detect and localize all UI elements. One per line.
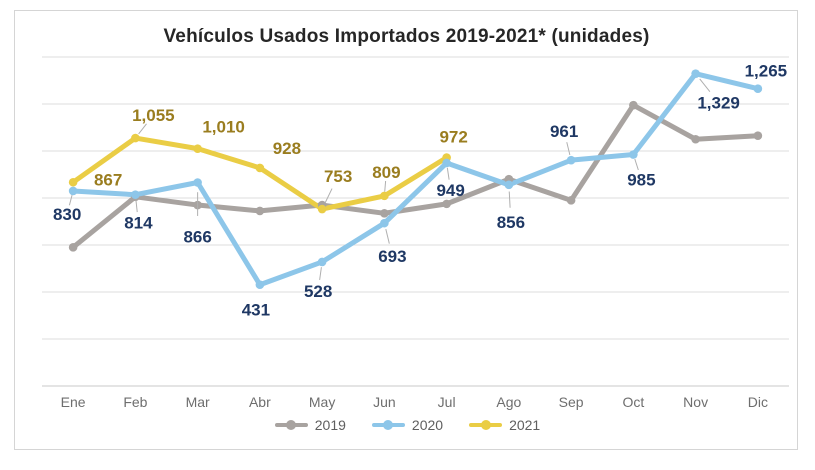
label-leader-line — [508, 191, 511, 208]
data-label-2020-Oct: 985 — [627, 171, 655, 190]
data-point-2019-Nov[interactable] — [691, 134, 700, 144]
data-point-2020-Mar[interactable] — [193, 178, 202, 187]
data-label-2020-Sep: 961 — [550, 122, 578, 141]
x-axis-label-Ago: Ago — [496, 394, 521, 410]
x-axis-label-Oct: Oct — [622, 394, 644, 410]
data-label-2021-Feb: 1,055 — [132, 106, 175, 125]
data-point-2019-Abr[interactable] — [255, 206, 265, 216]
data-label-2020-Jul: 949 — [436, 181, 464, 200]
data-point-2020-May[interactable] — [317, 257, 327, 267]
data-label-2021-Mar: 1,010 — [202, 118, 245, 137]
legend-line-swatch — [469, 420, 503, 430]
label-leader-line — [135, 199, 138, 213]
data-label-2020-Nov: 1,329 — [697, 94, 740, 113]
data-point-2021-Abr[interactable] — [255, 163, 265, 173]
x-axis-label-Abr: Abr — [249, 394, 271, 410]
data-point-2021-Mar[interactable] — [193, 144, 202, 153]
data-label-2020-May: 528 — [304, 282, 332, 301]
legend-label: 2021 — [509, 417, 541, 433]
data-label-2021-Ene: 867 — [94, 170, 122, 189]
series-line-2020[interactable] — [70, 71, 761, 288]
x-axis-label-Mar: Mar — [186, 394, 210, 410]
label-leader-line — [384, 180, 387, 192]
data-point-2019-Dic[interactable] — [753, 131, 763, 141]
legend-marker-dot — [480, 420, 491, 430]
legend-label: 2019 — [314, 417, 346, 433]
data-point-2020-Jul[interactable] — [442, 158, 451, 168]
label-leader-line — [699, 78, 711, 92]
legend-line-swatch — [274, 420, 308, 430]
data-label-2020-Ago: 856 — [497, 213, 525, 232]
legend-marker-dot — [383, 420, 394, 430]
data-point-2020-Ago[interactable] — [504, 180, 514, 190]
legend-marker-dot — [286, 420, 297, 430]
label-leader-line — [446, 167, 450, 180]
label-leader-line — [634, 158, 639, 171]
data-label-2020-Jun: 693 — [378, 247, 406, 266]
legend-item-2021[interactable]: 2021 — [469, 417, 540, 433]
data-label-2020-Feb: 814 — [124, 214, 153, 233]
data-point-2020-Oct[interactable] — [629, 150, 638, 159]
label-leader-line — [138, 123, 147, 135]
x-axis-label-Dic: Dic — [748, 394, 768, 410]
x-axis-label-Feb: Feb — [123, 394, 147, 410]
data-point-2019-Jul[interactable] — [442, 199, 451, 209]
legend: 2019 2020 2021 — [0, 417, 815, 433]
data-point-2021-Feb[interactable] — [131, 133, 140, 143]
data-label-2020-Mar: 866 — [183, 227, 211, 246]
data-point-2019-Ene[interactable] — [68, 243, 78, 252]
data-label-2020-Ene: 830 — [53, 205, 81, 224]
x-axis-label-Ene: Ene — [61, 394, 86, 410]
legend-line-swatch — [371, 420, 405, 430]
chart-title: Vehículos Usados Importados 2019-2021* (… — [163, 26, 650, 47]
data-point-2020-Jun[interactable] — [380, 218, 389, 228]
x-axis-label-Jul: Jul — [438, 394, 456, 410]
data-point-2020-Abr[interactable] — [255, 280, 265, 290]
data-point-2019-Oct[interactable] — [629, 100, 638, 110]
data-label-2020-Abr: 431 — [242, 301, 270, 320]
x-axis-label-May: May — [309, 394, 335, 410]
data-point-2019-Sep[interactable] — [566, 196, 576, 205]
data-point-2020-Feb[interactable] — [131, 190, 140, 200]
data-label-2021-May: 753 — [324, 167, 352, 186]
data-point-2020-Nov[interactable] — [691, 69, 700, 78]
data-label-2021-Jul: 972 — [439, 128, 467, 147]
legend-item-2020[interactable]: 2020 — [371, 417, 444, 433]
data-point-2019-Jun[interactable] — [380, 208, 389, 218]
data-point-2020-Ene[interactable] — [68, 186, 78, 196]
data-point-2020-Dic[interactable] — [753, 84, 763, 94]
data-point-2021-May[interactable] — [317, 204, 327, 214]
series-line-2019[interactable] — [70, 102, 761, 250]
data-point-2020-Sep[interactable] — [566, 155, 576, 165]
data-point-2021-Ene[interactable] — [68, 177, 78, 187]
label-leader-line — [385, 228, 390, 244]
label-leader-line — [566, 142, 571, 156]
data-label-2020-Dic: 1,265 — [745, 62, 788, 81]
label-leader-line — [324, 188, 333, 204]
data-label-2021-Jun: 809 — [372, 163, 400, 182]
x-axis-label-Jun: Jun — [373, 394, 396, 410]
label-leader-line — [68, 194, 73, 206]
x-axis-label-Sep: Sep — [559, 394, 584, 410]
chart-card — [14, 10, 798, 450]
label-leader-line — [319, 267, 322, 280]
legend-item-2019[interactable]: 2019 — [274, 417, 346, 433]
legend-label: 2020 — [411, 417, 444, 433]
data-label-2021-Abr: 928 — [273, 139, 301, 158]
data-point-2021-Jun[interactable] — [380, 191, 389, 201]
x-axis-label-Nov: Nov — [683, 394, 708, 410]
